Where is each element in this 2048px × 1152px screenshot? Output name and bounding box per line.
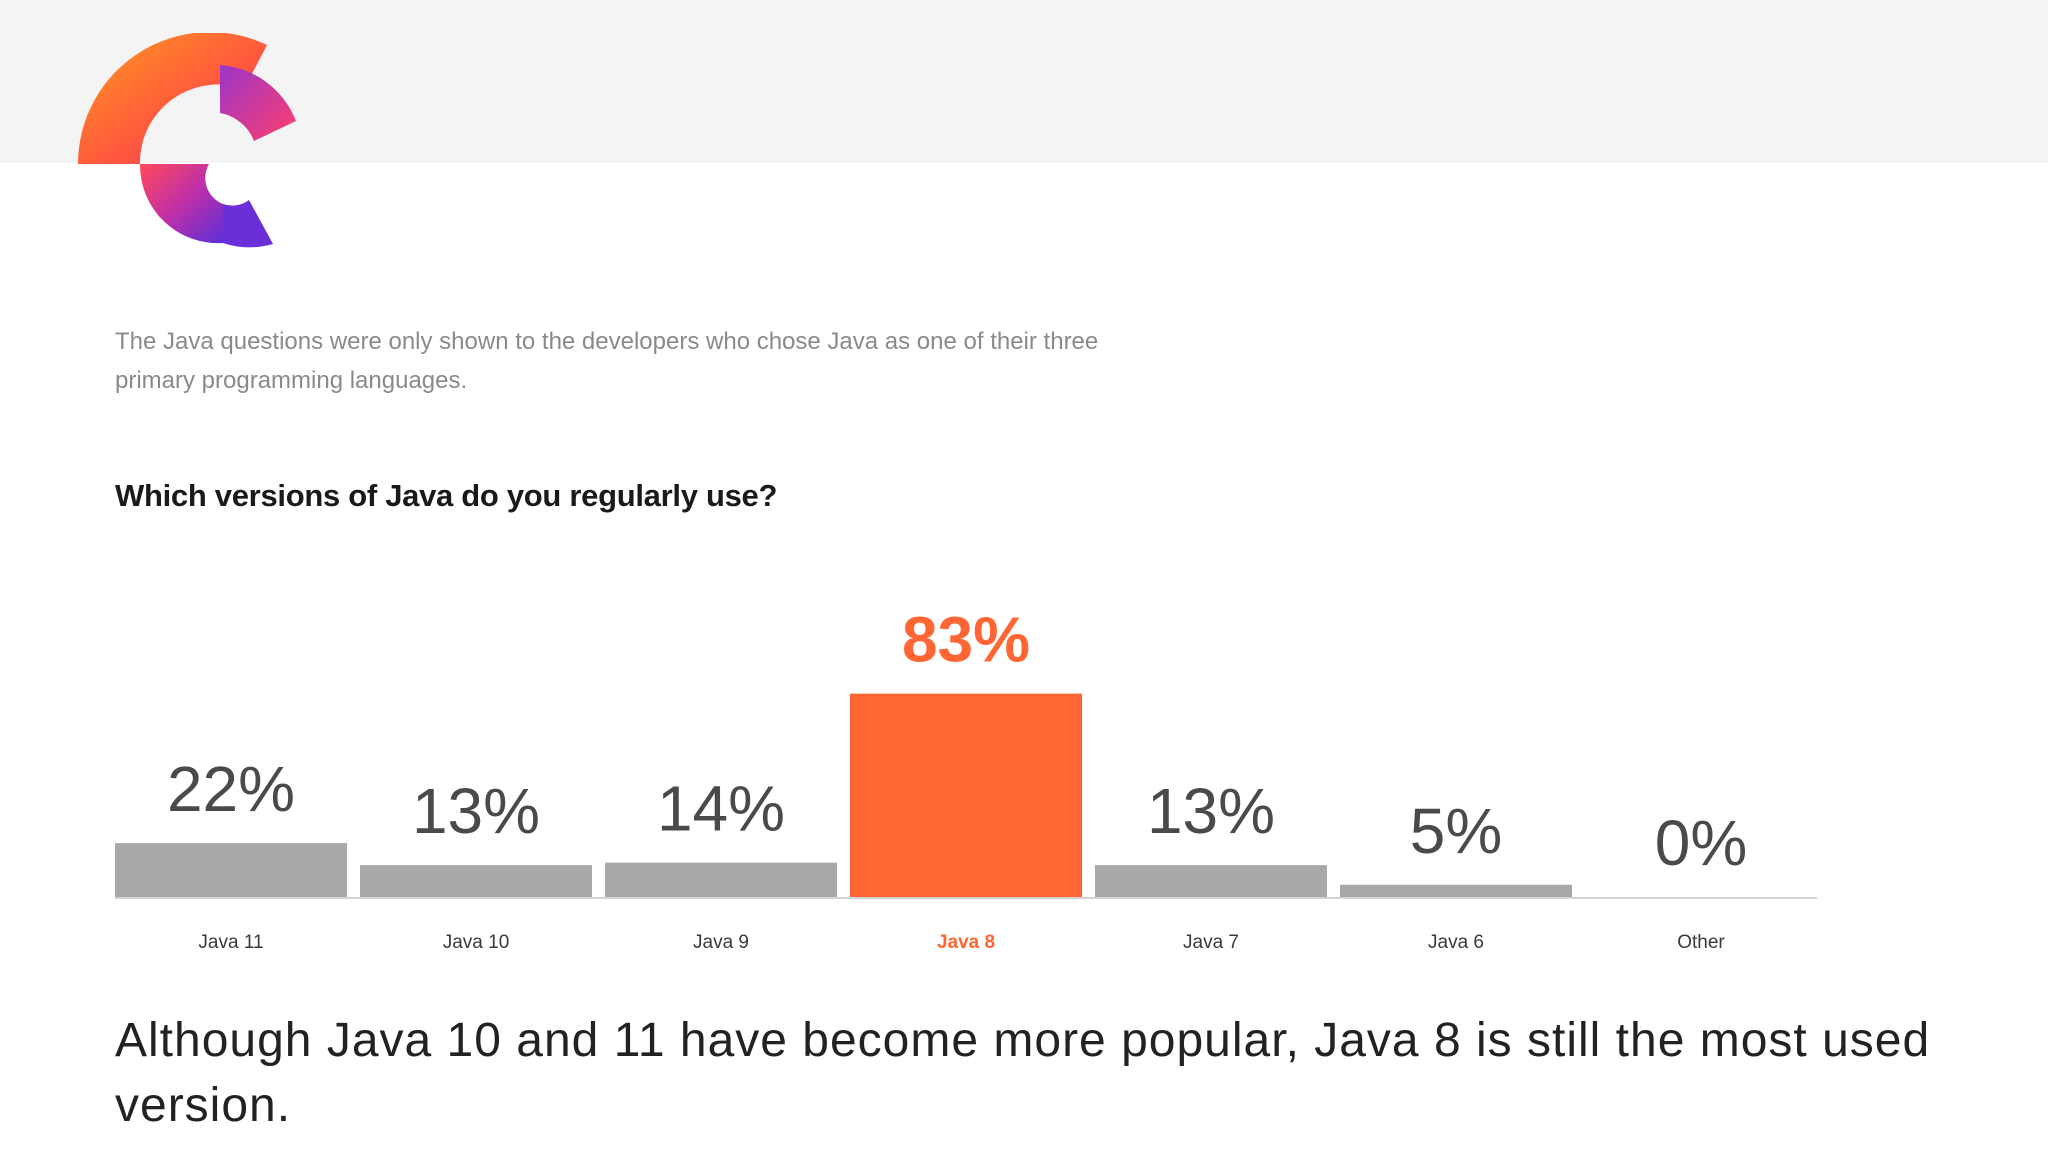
bar-java-11 <box>115 843 347 897</box>
category-label: Java 8 <box>937 932 995 953</box>
category-label: Java 10 <box>443 932 510 953</box>
bar-java-8 <box>850 693 1082 897</box>
category-label: Other <box>1677 932 1725 953</box>
bar-java-7 <box>1095 865 1327 897</box>
bar-java-9 <box>605 862 837 897</box>
value-label: 22% <box>167 753 295 825</box>
brand-c-logo-icon <box>78 33 296 248</box>
caption-text: Although Java 10 and 11 have become more… <box>115 1014 1931 1132</box>
value-label: 14% <box>657 773 785 845</box>
value-label: 13% <box>1147 775 1275 847</box>
header-band <box>0 0 2048 163</box>
category-label: Java 6 <box>1428 932 1484 953</box>
bar-java-6 <box>1340 884 1572 897</box>
bar-java-10 <box>360 865 592 897</box>
intro-text: The Java questions were only shown to th… <box>115 328 1099 394</box>
chart-title: Which versions of Java do you regularly … <box>115 478 778 513</box>
value-label: 83% <box>902 604 1030 676</box>
value-label: 0% <box>1655 807 1748 879</box>
category-label: Java 11 <box>198 932 263 953</box>
value-label: 13% <box>412 775 540 847</box>
value-label: 5% <box>1410 795 1503 867</box>
category-label: Java 7 <box>1183 932 1239 953</box>
category-label: Java 9 <box>693 932 749 953</box>
